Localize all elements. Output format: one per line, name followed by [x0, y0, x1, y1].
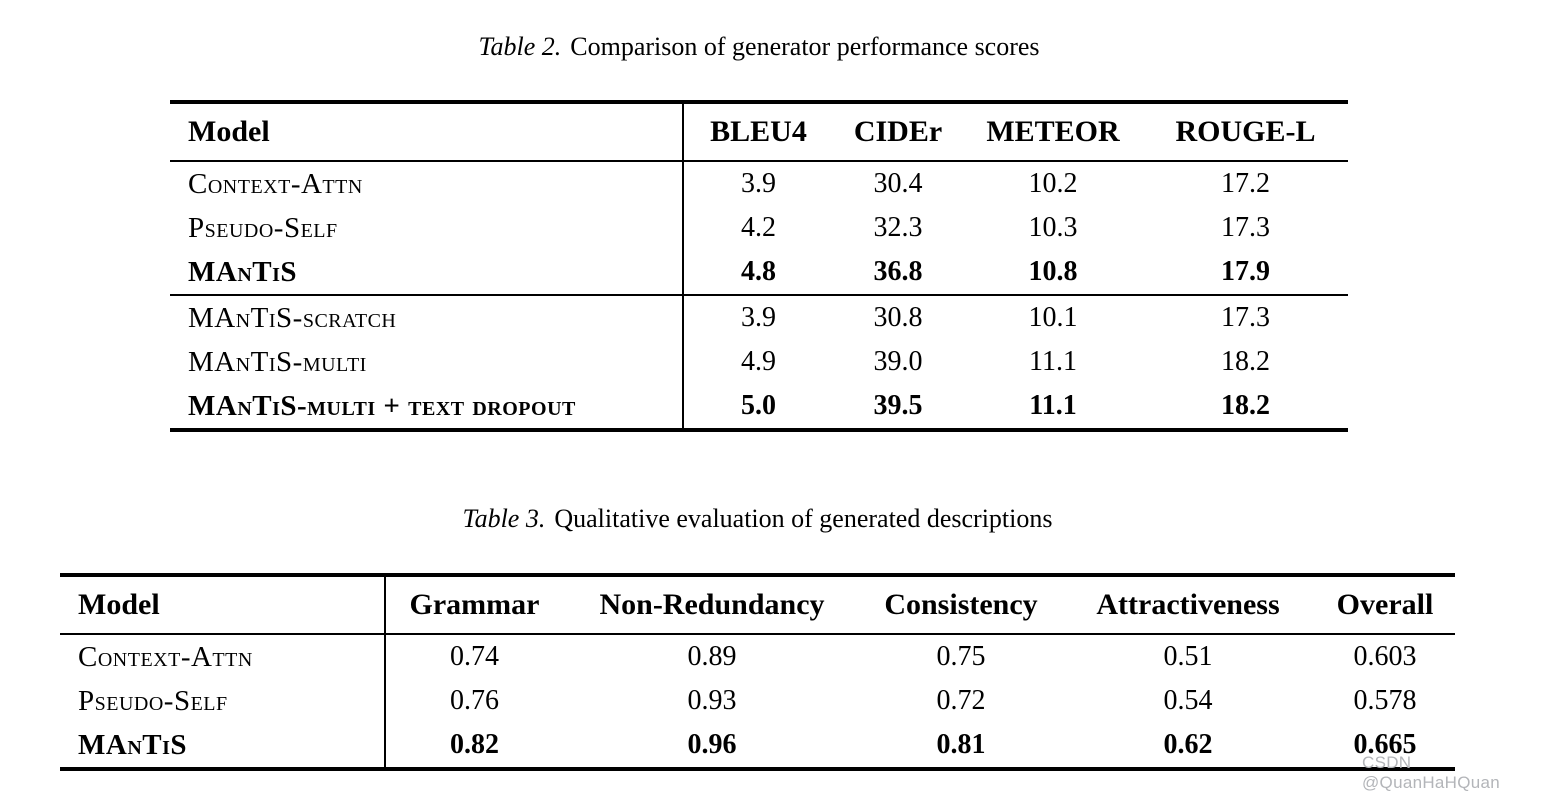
- table2-header-rougel: ROUGE-L: [1143, 102, 1348, 162]
- metric-cell: 10.1: [1028, 302, 1078, 333]
- table3: Model Grammar Non-Redundancy Consistency…: [60, 573, 1455, 771]
- table3-caption-text: Qualitative evaluation of generated desc…: [554, 504, 1053, 533]
- model-name-cell: Pseudo-Self: [170, 206, 684, 250]
- model-name-cell: Pseudo-Self: [60, 679, 386, 723]
- metric-cell: 17.2: [1221, 168, 1270, 199]
- table2-caption-label: Table 2.: [478, 32, 562, 61]
- model-name-cell: MAnTiS: [170, 250, 684, 295]
- metric-cell: 39.0: [873, 346, 923, 377]
- metric-cell: 11.1: [1029, 390, 1077, 421]
- table-row-mantis-scratch: MAnTiS-scratch 3.9 30.8 10.1 17.3: [170, 295, 1348, 340]
- metric-cell: 4.9: [741, 346, 776, 377]
- watermark: CSDN @QuanHaHQuan: [1362, 753, 1501, 792]
- table2-header-meteor: METEOR: [963, 102, 1143, 162]
- table-row-mantis-multi: MAnTiS-multi 4.9 39.0 11.1 18.2: [170, 340, 1348, 384]
- table-row-mantis: MAnTiS 4.8 36.8 10.8 17.9: [170, 250, 1348, 295]
- metric-cell: 3.9: [741, 168, 776, 199]
- metric-cell: 0.75: [936, 641, 986, 672]
- table3-header-overall: Overall: [1315, 575, 1455, 635]
- table2: Model BLEU4 CIDEr METEOR ROUGE-L Context…: [170, 100, 1348, 432]
- model-name-cell: MAnTiS: [60, 723, 386, 769]
- table3-caption: Table 3. Qualitative evaluation of genera…: [60, 504, 1455, 534]
- table3-header-model: Model: [60, 575, 386, 635]
- metric-cell: 11.1: [1029, 346, 1077, 377]
- metric-cell: 30.4: [873, 168, 923, 199]
- metric-cell: 17.3: [1221, 212, 1270, 243]
- metric-cell: 32.3: [873, 212, 923, 243]
- table-row-pseudo-self: Pseudo-Self 0.76 0.93 0.72 0.54 0.578: [60, 679, 1455, 723]
- table3-header-non-redundancy: Non-Redundancy: [563, 575, 861, 635]
- table3-header-grammar: Grammar: [385, 575, 563, 635]
- metric-cell: 10.2: [1028, 168, 1078, 199]
- table2-header-bleu4: BLEU4: [683, 102, 833, 162]
- table-row-context-attn: Context-Attn 3.9 30.4 10.2 17.2: [170, 161, 1348, 206]
- model-name-cell: MAnTiS-multi + text dropout: [170, 384, 684, 430]
- table2-header-cider: CIDEr: [833, 102, 963, 162]
- metric-cell: 0.603: [1353, 641, 1417, 672]
- metric-cell: 0.81: [936, 729, 986, 760]
- metric-cell: 0.89: [687, 641, 737, 672]
- metric-cell: 10.3: [1028, 212, 1078, 243]
- table-row-mantis: MAnTiS 0.82 0.96 0.81 0.62 0.665: [60, 723, 1455, 769]
- metric-cell: 10.8: [1028, 256, 1078, 287]
- table3-caption-label: Table 3.: [462, 504, 546, 533]
- model-name-cell: Context-Attn: [60, 634, 386, 679]
- metric-cell: 30.8: [873, 302, 923, 333]
- metric-cell: 17.9: [1221, 256, 1270, 287]
- metric-cell: 5.0: [741, 390, 776, 421]
- table2-header-row: Model BLEU4 CIDEr METEOR ROUGE-L: [170, 102, 1348, 162]
- table3-header-row: Model Grammar Non-Redundancy Consistency…: [60, 575, 1455, 635]
- metric-cell: 4.2: [741, 212, 776, 243]
- metric-cell: 0.76: [450, 685, 499, 716]
- table2-caption: Table 2. Comparison of generator performa…: [170, 32, 1348, 62]
- metric-cell: 0.665: [1353, 729, 1417, 760]
- metric-cell: 18.2: [1221, 390, 1270, 421]
- metric-cell: 0.82: [450, 729, 499, 760]
- metric-cell: 18.2: [1221, 346, 1270, 377]
- metric-cell: 0.93: [687, 685, 737, 716]
- metric-cell: 3.9: [741, 302, 776, 333]
- table-row-context-attn: Context-Attn 0.74 0.89 0.75 0.51 0.603: [60, 634, 1455, 679]
- metric-cell: 0.74: [450, 641, 499, 672]
- metric-cell: 36.8: [873, 256, 923, 287]
- metric-cell: 39.5: [873, 390, 923, 421]
- metric-cell: 0.51: [1163, 641, 1213, 672]
- metric-cell: 17.3: [1221, 302, 1270, 333]
- table2-caption-text: Comparison of generator performance scor…: [570, 32, 1040, 61]
- metric-cell: 0.96: [687, 729, 737, 760]
- metric-cell: 0.54: [1163, 685, 1213, 716]
- metric-cell: 0.62: [1163, 729, 1213, 760]
- table-row-mantis-multi-text-dropout: MAnTiS-multi + text dropout 5.0 39.5 11.…: [170, 384, 1348, 430]
- metric-cell: 0.72: [936, 685, 986, 716]
- model-name-cell: MAnTiS-multi: [170, 340, 684, 384]
- metric-cell: 4.8: [741, 256, 776, 287]
- model-name-cell: Context-Attn: [170, 161, 684, 206]
- table2-header-model: Model: [170, 102, 684, 162]
- table3-header-consistency: Consistency: [861, 575, 1061, 635]
- model-name-cell: MAnTiS-scratch: [170, 295, 684, 340]
- table-row-pseudo-self: Pseudo-Self 4.2 32.3 10.3 17.3: [170, 206, 1348, 250]
- table3-header-attractiveness: Attractiveness: [1061, 575, 1315, 635]
- metric-cell: 0.578: [1353, 685, 1417, 716]
